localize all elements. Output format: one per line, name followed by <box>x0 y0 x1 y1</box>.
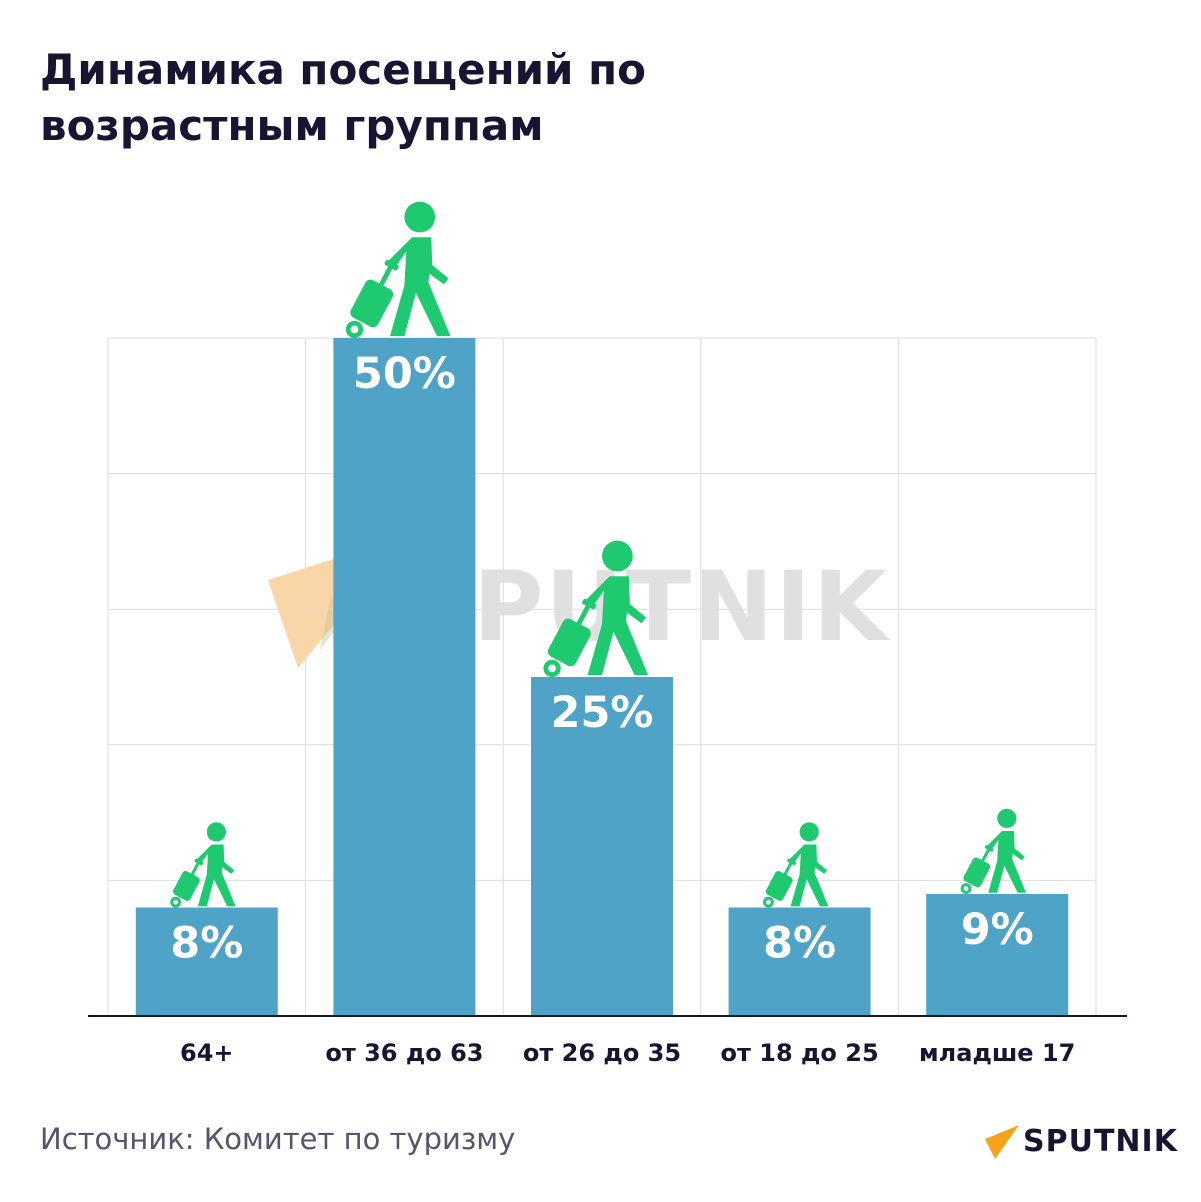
bar-value-label: 8% <box>763 919 836 969</box>
chart-title-line-2: возрастным группам <box>40 101 544 150</box>
chart-title: Динамика посещений по возрастным группам <box>40 42 940 154</box>
x-tick-label: 64+ <box>180 1039 234 1067</box>
x-tick-label: от 18 до 25 <box>721 1039 879 1067</box>
chart-title-line-1: Динамика посещений по <box>40 45 646 94</box>
bar <box>926 893 1069 1016</box>
bar-value-label: 50% <box>353 349 456 399</box>
traveler-with-suitcase-icon <box>170 822 236 908</box>
bar-value-label: 25% <box>551 688 654 738</box>
bar-value-label: 9% <box>961 905 1034 955</box>
bar <box>728 907 871 1016</box>
x-tick-label: от 26 до 35 <box>523 1039 681 1067</box>
x-tick-label: младше 17 <box>919 1039 1075 1067</box>
traveler-with-suitcase-icon <box>763 822 829 908</box>
bar-value-label: 8% <box>170 919 243 969</box>
x-tick-label: от 36 до 63 <box>325 1039 483 1067</box>
logo-text: SPUTNIK <box>1023 1124 1178 1159</box>
sputnik-logo: SPUTNIK <box>985 1124 1178 1159</box>
traveler-with-suitcase-icon <box>960 808 1026 894</box>
bar <box>135 907 278 1016</box>
bar <box>333 338 476 1016</box>
bars: 8% 50% 25% 8% 9% <box>135 201 1069 1016</box>
watermark-text: SPUTNIK <box>402 551 891 663</box>
x-tick-labels: 64+ от 36 до 63 от 26 до 35 от 18 до 25 млад… <box>180 1039 1075 1067</box>
sputnik-logo-icon <box>985 1124 1019 1159</box>
source-note: Источник: Комитет по туризму <box>40 1122 516 1156</box>
bar <box>531 677 673 1016</box>
traveler-with-suitcase-icon <box>345 201 451 338</box>
